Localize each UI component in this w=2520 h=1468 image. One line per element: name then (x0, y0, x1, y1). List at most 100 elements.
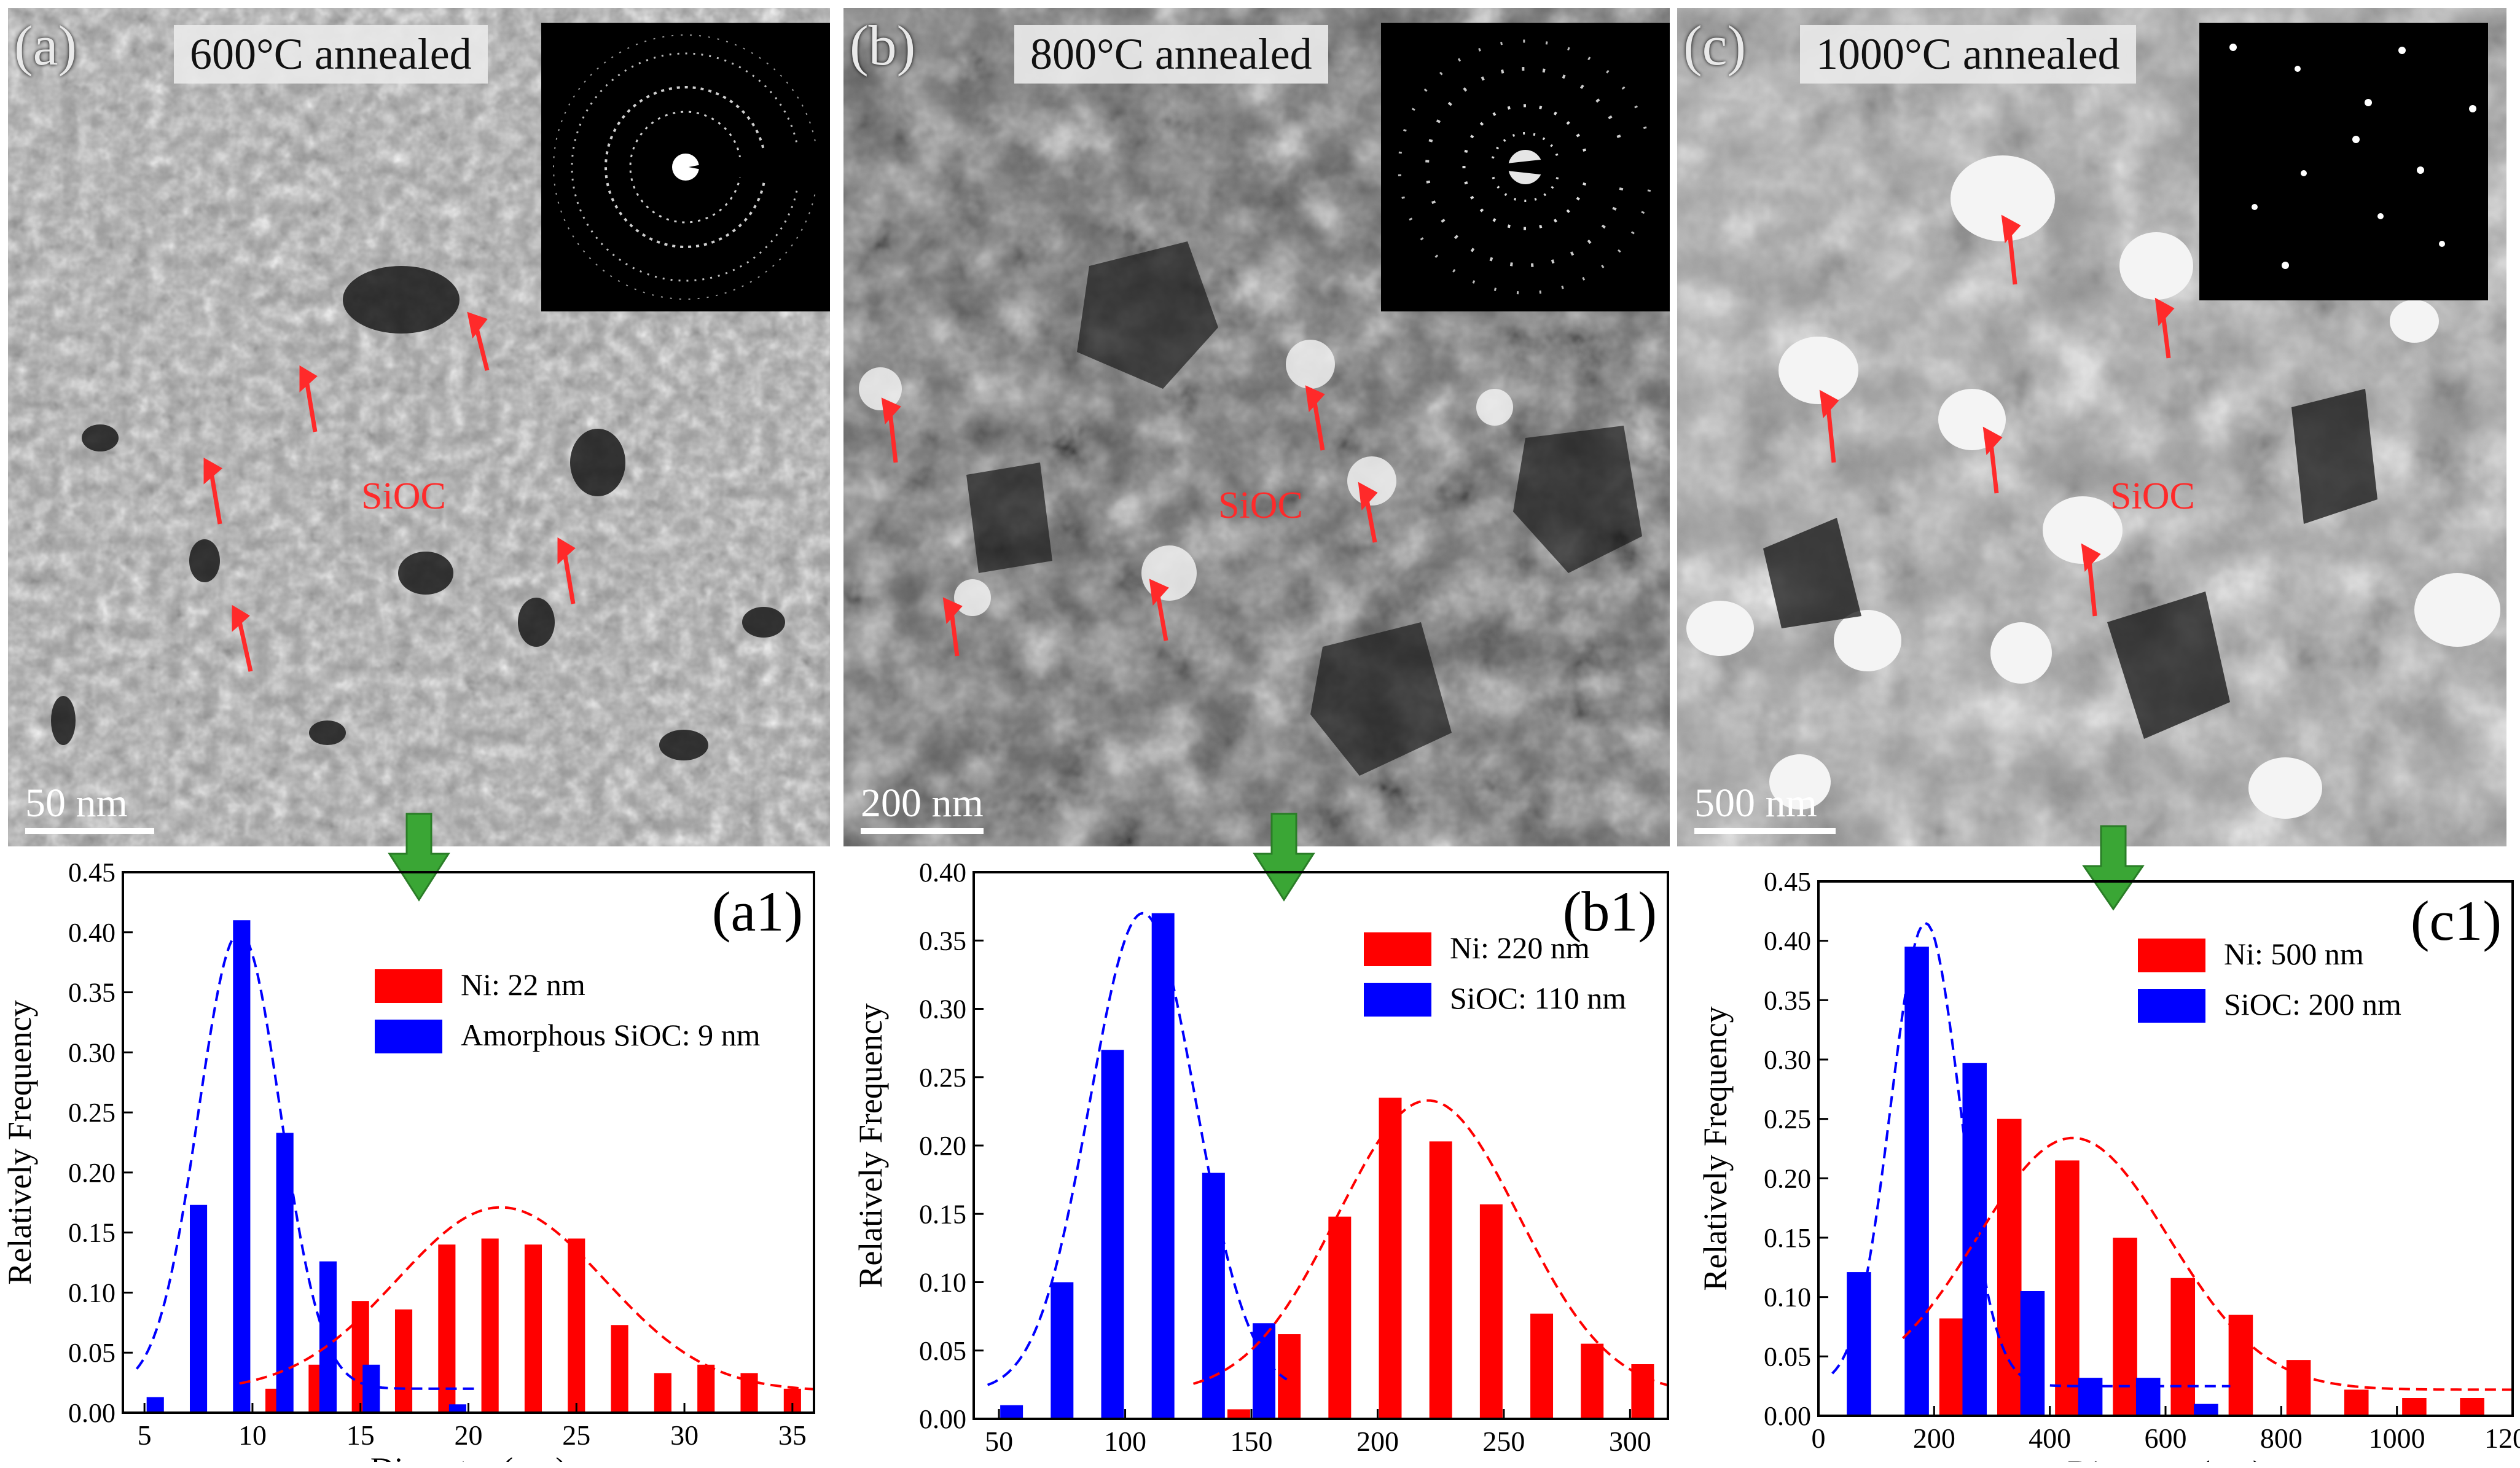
down-arrow-a (388, 813, 450, 902)
y-tick-label: 0.20 (68, 1158, 115, 1188)
scalebar-b: 200 nm (861, 780, 984, 834)
scalebar-label: 200 nm (861, 781, 984, 826)
scalebar-c: 500 nm (1694, 780, 1836, 834)
sioc-bar (2194, 1404, 2218, 1416)
x-tick-label: 50 (985, 1426, 1013, 1457)
histogram-svg-b1: 50 100 150 200 250 300 0.00 0.05 0.10 0.15 0.20 0.2… (852, 857, 1669, 1468)
panel-label: (b) (850, 14, 916, 77)
ni-bar (2228, 1314, 2253, 1416)
ticks-group: 50 100 150 200 250 300 0.00 0.05 0.10 0.15 0.20 0.2… (919, 857, 1651, 1457)
x-tick-label: 200 (1356, 1426, 1399, 1457)
tem-image-b (843, 8, 1670, 846)
y-tick-label: 0.00 (919, 1404, 966, 1434)
sioc-bar (276, 1133, 294, 1413)
ni-fit-curve (239, 1206, 815, 1391)
x-tick-label: 5 (138, 1419, 152, 1451)
x-tick-label: 150 (1231, 1426, 1273, 1457)
sioc-bar (146, 1397, 164, 1413)
panel-caption: 800°C annealed (1014, 25, 1328, 84)
down-arrow-c (2082, 825, 2145, 911)
ni-bar (1328, 1216, 1352, 1419)
y-tick-label: 0.15 (919, 1199, 966, 1229)
x-axis-label: Diameter (nm) (370, 1451, 566, 1462)
y-tick-label: 0.05 (1764, 1341, 1811, 1372)
ni-fit-curve (1902, 1136, 2513, 1391)
legend: Ni: 500 nm SiOC: 200 nm (2138, 937, 2401, 1023)
x-tick-label: 600 (2145, 1423, 2187, 1454)
ni-bar (1379, 1098, 1402, 1419)
ni-bar (654, 1373, 671, 1413)
legend-swatch-ni (375, 969, 442, 1003)
legend-label-sioc: Amorphous SiOC: 9 nm (461, 1018, 761, 1052)
ni-bar (2286, 1360, 2311, 1416)
ni-bar (2402, 1398, 2427, 1416)
legend-swatch-ni (2138, 939, 2205, 972)
panel-label: (c) (1683, 14, 1747, 77)
sioc-bar (1051, 1282, 1074, 1419)
sioc-bar (233, 920, 251, 1413)
chart-panel-label: (a1) (712, 880, 803, 943)
sioc-bar (1847, 1272, 1871, 1416)
y-tick-label: 0.40 (68, 918, 115, 948)
legend-swatch-sioc (1364, 983, 1431, 1017)
ni-bar (1997, 1119, 2022, 1416)
saed-pattern-a (541, 23, 830, 311)
x-tick-label: 15 (346, 1419, 375, 1451)
x-axis-label: Diameter (nm) (1223, 1457, 1418, 1462)
x-tick-label: 400 (2029, 1423, 2071, 1454)
sioc-fit-curve (135, 931, 475, 1390)
ni-bar (1429, 1141, 1452, 1419)
y-tick-label: 0.00 (68, 1398, 115, 1428)
y-tick-label: 0.35 (919, 926, 966, 956)
ni-bar (2113, 1238, 2137, 1416)
ni-bar (697, 1364, 715, 1413)
sioc-bar (1000, 1405, 1023, 1419)
panel-label: (a) (14, 14, 77, 77)
chart-panel-label: (c1) (2411, 889, 2502, 952)
tem-panel-c: (c) 1000°C annealed SiOC 500 nm (1677, 8, 2506, 846)
histogram-svg-a1: 5 10 15 20 25 30 35 0.00 0.05 0.10 0.15 0.20 0.25 0.3… (1, 857, 815, 1468)
y-tick-label: 0.10 (68, 1278, 115, 1308)
y-tick-label: 0.40 (919, 857, 966, 888)
legend-label-sioc: SiOC: 200 nm (2224, 987, 2401, 1021)
sioc-label-a: SiOC (361, 475, 446, 517)
histogram-b1: 50 100 150 200 250 300 0.00 0.05 0.10 0.15 0.20 0.2… (842, 841, 1677, 1468)
ni-bar (394, 1309, 413, 1413)
legend: Ni: 220 nm SiOC: 110 nm (1364, 931, 1626, 1017)
sioc-fit-curve (987, 912, 1288, 1386)
x-tick-label: 800 (2260, 1423, 2303, 1454)
saed-pattern-b (1381, 23, 1670, 311)
y-tick-label: 0.45 (1764, 867, 1811, 897)
saed-pattern-c (2199, 23, 2488, 300)
sioc-bar (2135, 1378, 2161, 1416)
y-tick-label: 0.20 (919, 1131, 966, 1161)
legend-swatch-sioc (2138, 989, 2205, 1023)
y-axis-label: Relatively Frequency (852, 1003, 889, 1287)
y-tick-label: 0.30 (68, 1037, 115, 1068)
sioc-bar (1151, 913, 1175, 1419)
x-tick-label: 20 (455, 1419, 483, 1451)
bars-group (1000, 913, 1654, 1419)
y-tick-label: 0.10 (1764, 1283, 1811, 1313)
x-tick-label: 250 (1482, 1426, 1525, 1457)
ni-bar (1479, 1204, 1503, 1419)
x-tick-label: 35 (778, 1419, 807, 1451)
fits-group (135, 931, 815, 1391)
legend-label-ni: Ni: 220 nm (1450, 931, 1590, 965)
scalebar-line (861, 828, 984, 834)
ni-bar (2460, 1398, 2484, 1416)
ni-bar (481, 1238, 499, 1413)
sioc-bar (1202, 1173, 1225, 1419)
tem-panel-a: (a) 600°C annealed SiOC 50 nm (8, 8, 830, 846)
x-tick-label: 30 (670, 1419, 698, 1451)
bars-group (1847, 947, 2484, 1416)
fits-group (987, 912, 1669, 1387)
scalebar-label: 500 nm (1694, 781, 1817, 826)
y-tick-label: 0.10 (919, 1268, 966, 1298)
plot-frame (122, 871, 815, 1414)
sioc-bar (362, 1364, 380, 1413)
y-tick-label: 0.15 (68, 1218, 115, 1248)
